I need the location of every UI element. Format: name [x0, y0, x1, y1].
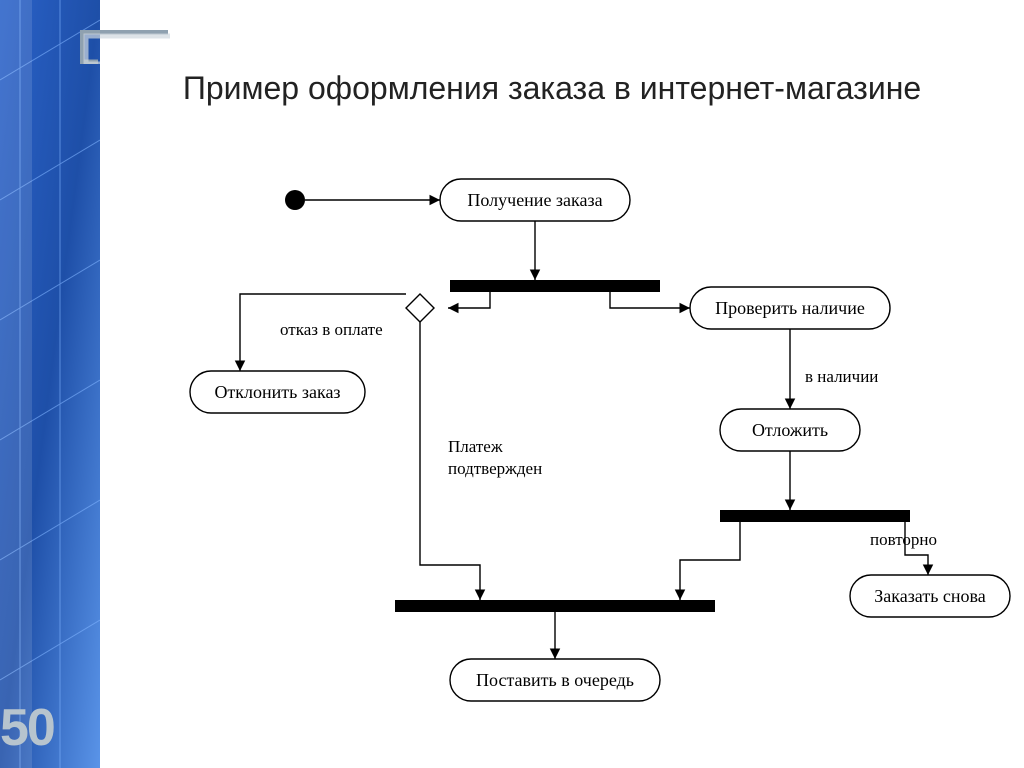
activity-label-reorder: Заказать снова [874, 586, 986, 606]
edge-fork1-dec [448, 292, 490, 308]
initial-node [285, 190, 305, 210]
activity-label-check: Проверить наличие [715, 298, 865, 318]
activity-label-defer: Отложить [752, 420, 828, 440]
edge-label-4: отказ в оплате [280, 320, 383, 339]
edge-label-9: повторно [870, 530, 937, 549]
edge-label-6: в наличии [805, 367, 878, 386]
title-bracket-icon [80, 30, 170, 64]
decision-node [406, 294, 434, 322]
edge-fork1-check [610, 292, 690, 308]
edge-label-5: Платеж [448, 437, 503, 456]
edge-fork2-join [680, 522, 740, 600]
sync-bar-fork2 [720, 510, 910, 522]
edge-label2-5: подтвержден [448, 459, 542, 478]
activity-label-queue: Поставить в очередь [476, 670, 634, 690]
activity-label-reject: Отклонить заказ [214, 382, 340, 402]
activity-label-receive: Получение заказа [467, 190, 602, 210]
page-number: 50 [0, 698, 54, 758]
sync-bar-fork1 [450, 280, 660, 292]
activity-diagram: Получение заказа Отклонить заказ Проверить… [0, 0, 1024, 768]
page-title: Пример оформления заказа в интернет-мага… [120, 70, 984, 107]
sync-bar-join [395, 600, 715, 612]
